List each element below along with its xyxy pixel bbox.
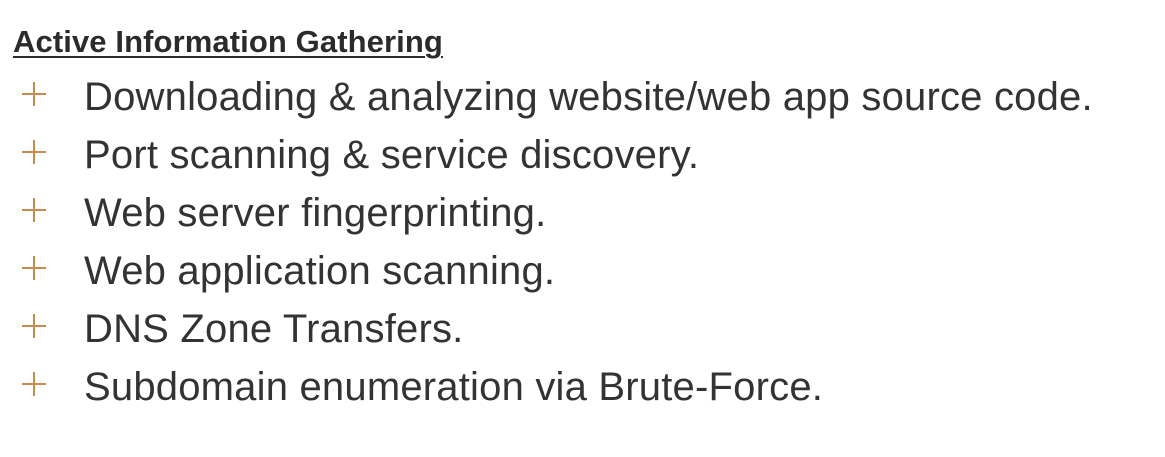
bullet-text: Web server fingerprinting. <box>84 191 547 235</box>
plus-icon <box>22 82 46 106</box>
bullet-text: Web application scanning. <box>84 249 556 293</box>
bullet-text: Subdomain enumeration via Brute-Force. <box>84 365 824 409</box>
plus-icon <box>22 256 46 280</box>
section-heading: Active Information Gathering <box>13 24 443 59</box>
bullet-text: DNS Zone Transfers. <box>84 307 464 351</box>
plus-icon <box>22 372 46 396</box>
plus-icon <box>22 314 46 338</box>
plus-icon <box>22 140 46 164</box>
bullet-text: Downloading & analyzing website/web app … <box>84 75 1093 119</box>
bullet-text: Port scanning & service discovery. <box>84 133 700 177</box>
plus-icon <box>22 198 46 222</box>
